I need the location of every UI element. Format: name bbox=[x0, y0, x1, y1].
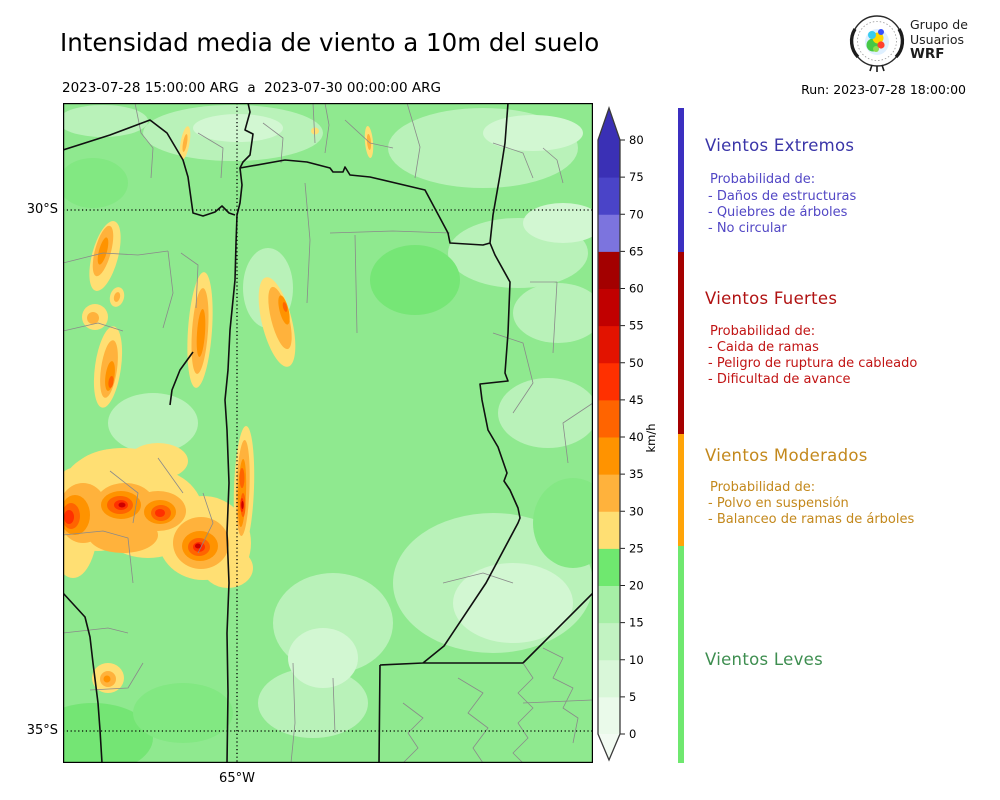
legend-bar-segment-4 bbox=[678, 546, 684, 763]
colorbar-segment-65-70 bbox=[598, 214, 620, 252]
colorbar: 0 5 10 15 20 25 30 35 40 45 50 55 60 65 70 75 80 km/h bbox=[597, 106, 658, 762]
legend-probability-intro: Probabilidad de: bbox=[710, 480, 816, 495]
legend-bar-segment-1 bbox=[678, 108, 684, 252]
strong-wind-zones bbox=[48, 126, 374, 693]
legend-item-list: - Daños de estructuras - Quiebres de árbo… bbox=[708, 189, 856, 237]
latitude-label-30s: 30°S bbox=[26, 202, 58, 217]
logo-line-3: WRF bbox=[910, 46, 945, 62]
colorbar-segment-10-15 bbox=[598, 622, 620, 661]
wind-map-svg bbox=[33, 102, 613, 773]
colorbar-segments bbox=[598, 108, 620, 760]
legend-category-title: Vientos Extremos bbox=[705, 136, 855, 155]
legend-probability-intro: Probabilidad de: bbox=[710, 324, 816, 339]
colorbar-tick-label: 70 bbox=[629, 207, 644, 221]
province-boundaries bbox=[62, 102, 594, 764]
longitude-label-65w: 65°W bbox=[219, 771, 255, 786]
legend-section-leves: Vientos Leves bbox=[705, 650, 997, 669]
colorbar-segment-25-30 bbox=[598, 511, 620, 549]
colorbar-over-arrow bbox=[598, 108, 620, 140]
page-title: Intensidad media de viento a 10m del sue… bbox=[60, 28, 600, 57]
legend-item: - Caida de ramas bbox=[708, 340, 819, 355]
colorbar-segment-0-5 bbox=[598, 696, 620, 735]
legend-item: - Dificultad de avance bbox=[708, 372, 851, 387]
colorbar-tick-label: 35 bbox=[629, 467, 644, 481]
colorbar-tick-label: 30 bbox=[629, 504, 644, 518]
logo-line-2: Usuarios bbox=[910, 32, 965, 47]
colorbar-tick-label: 50 bbox=[629, 356, 644, 370]
legend-bar-segment-3 bbox=[678, 434, 684, 546]
wrf-logo-emblem bbox=[849, 15, 905, 72]
legend-probability-intro: Probabilidad de: bbox=[710, 172, 816, 187]
colorbar-segment-15-20 bbox=[598, 585, 620, 624]
legend-item-list: - Polvo en suspensión - Balanceo de ramas… bbox=[708, 496, 914, 528]
wind-level-50-plus bbox=[118, 501, 244, 549]
colorbar-segment-20-25 bbox=[598, 548, 620, 586]
colorbar-unit-label: km/h bbox=[644, 423, 658, 452]
colorbar-segment-50-55 bbox=[598, 325, 620, 364]
legend-section-moderados: Vientos Moderados Probabilidad de: - Pol… bbox=[705, 446, 997, 527]
colorbar-tick-label: 20 bbox=[629, 579, 644, 593]
colorbar-tick-label: 75 bbox=[629, 170, 644, 184]
legend-category-title: Vientos Fuertes bbox=[705, 289, 838, 308]
colorbar-outline bbox=[597, 106, 621, 762]
map-background bbox=[33, 103, 613, 773]
colorbar-tick-label: 60 bbox=[629, 282, 644, 296]
colorbar-segment-30-35 bbox=[598, 474, 620, 512]
colorbar-ticks: 0 5 10 15 20 25 30 35 40 45 50 55 60 65 70 75 80 bbox=[620, 133, 644, 741]
colorbar-tick-label: 65 bbox=[629, 244, 644, 258]
legend-item: - Polvo en suspensión bbox=[708, 496, 849, 511]
colorbar-segment-75-80 bbox=[598, 140, 620, 178]
colorbar-tick-label: 40 bbox=[629, 430, 644, 444]
wrf-logo: Grupo de Usuarios WRF bbox=[848, 11, 998, 72]
colorbar-segment-70-75 bbox=[598, 177, 620, 215]
colorbar-tick-label: 25 bbox=[629, 541, 644, 555]
colorbar-tick-label: 55 bbox=[629, 319, 644, 333]
colorbar-under-arrow bbox=[598, 734, 620, 760]
wrf-logo-text: Grupo de Usuarios WRF bbox=[910, 17, 968, 62]
colorbar-tick-label: 5 bbox=[629, 690, 636, 704]
colorbar-segment-35-40 bbox=[598, 437, 620, 475]
lightest-wind-patches bbox=[193, 114, 603, 688]
legend-item: - Peligro de ruptura de cableado bbox=[708, 356, 918, 371]
legend-section-fuertes: Vientos Fuertes Probabilidad de: - Caida… bbox=[705, 289, 997, 387]
colorbar-tick-label: 10 bbox=[629, 653, 644, 667]
legend-item: - Daños de estructuras bbox=[708, 189, 857, 204]
wind-map bbox=[33, 102, 613, 773]
department-boundaries bbox=[62, 102, 594, 764]
legend-item: - Quiebres de árboles bbox=[708, 205, 848, 220]
forecast-period-label: 2023-07-28 15:00:00 ARG a 2023-07-30 00:… bbox=[62, 80, 441, 96]
legend-item: - Balanceo de ramas de árboles bbox=[708, 512, 915, 527]
legend-item: - No circular bbox=[708, 221, 787, 236]
colorbar-tick-label: 0 bbox=[629, 727, 636, 741]
colorbar-segment-40-45 bbox=[598, 399, 620, 438]
colorbar-segment-55-60 bbox=[598, 288, 620, 327]
legend-item-list: - Caida de ramas - Peligro de ruptura de … bbox=[708, 340, 917, 388]
model-run-label: Run: 2023-07-28 18:00:00 bbox=[801, 82, 966, 97]
colorbar-tick-label: 15 bbox=[629, 616, 644, 630]
legend-category-title: Vientos Leves bbox=[705, 650, 823, 669]
colorbar-tick-label: 80 bbox=[629, 133, 644, 147]
latitude-label-35s: 35°S bbox=[26, 723, 58, 738]
map-frame bbox=[63, 103, 593, 763]
legend-section-extremos: Vientos Extremos Probabilidad de: - Daño… bbox=[705, 136, 997, 236]
colorbar-segment-5-10 bbox=[598, 659, 620, 698]
colorbar-segment-45-50 bbox=[598, 362, 620, 401]
colorbar-tick-label: 45 bbox=[629, 393, 644, 407]
legend-bar-segment-2 bbox=[678, 252, 684, 434]
logo-line-1: Grupo de bbox=[910, 17, 968, 32]
legend-category-title: Vientos Moderados bbox=[705, 446, 868, 465]
colorbar-segment-60-65 bbox=[598, 251, 620, 289]
